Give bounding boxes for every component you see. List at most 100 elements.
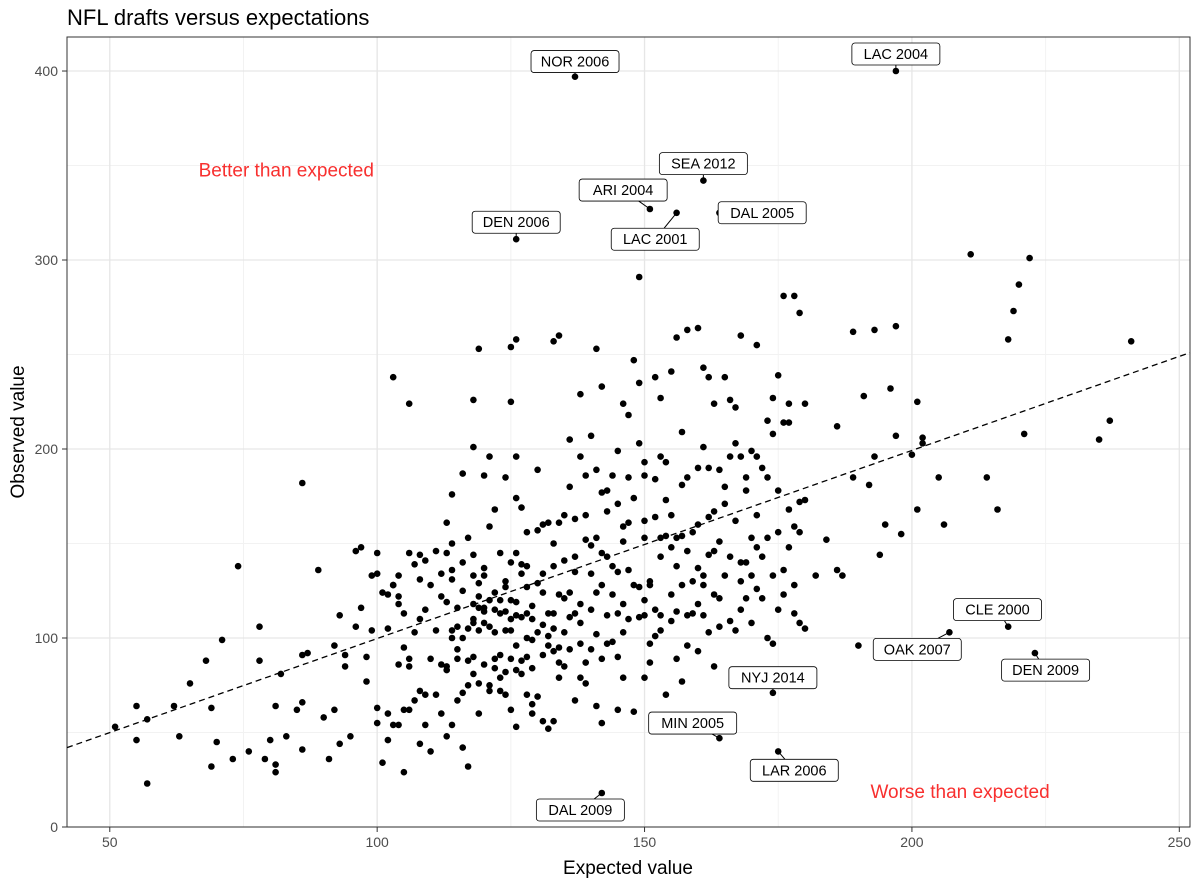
data-point	[475, 627, 483, 634]
data-point	[550, 610, 557, 617]
data-point	[218, 636, 226, 644]
data-point	[379, 759, 386, 766]
data-point	[272, 702, 279, 710]
data-point	[705, 629, 712, 636]
data-point	[619, 538, 627, 545]
data-point	[641, 458, 648, 466]
data-point	[780, 419, 787, 426]
data-point	[769, 430, 777, 438]
data-point	[336, 740, 344, 748]
data-point	[486, 453, 493, 460]
data-point	[486, 596, 493, 604]
data-point	[689, 610, 696, 617]
data-point	[427, 748, 434, 755]
data-point	[566, 436, 573, 443]
data-point	[721, 500, 729, 508]
data-point	[502, 608, 509, 615]
data-point	[416, 551, 424, 559]
data-point	[555, 591, 563, 598]
data-point	[758, 464, 766, 472]
data-point	[486, 523, 493, 530]
x-tick-label: 50	[102, 834, 118, 850]
data-point	[272, 768, 279, 776]
data-point	[133, 736, 140, 744]
data-point	[261, 755, 269, 763]
data-point	[143, 780, 151, 787]
data-point	[732, 517, 739, 525]
y-tick-label: 200	[35, 441, 59, 457]
data-point	[357, 604, 365, 612]
data-point	[801, 625, 809, 632]
data-point	[726, 553, 734, 560]
data-point	[400, 768, 408, 776]
data-point	[496, 610, 504, 617]
data-point	[673, 608, 680, 615]
label-text: LAC 2004	[864, 47, 929, 63]
data-point	[651, 513, 659, 521]
data-point	[320, 714, 328, 721]
data-point	[496, 687, 504, 695]
data-point	[742, 595, 750, 602]
data-point	[609, 562, 616, 570]
data-point	[400, 644, 408, 651]
x-axis-title: Expected value	[563, 858, 693, 879]
data-point	[411, 629, 418, 636]
data-point	[577, 619, 584, 627]
data-point	[753, 511, 761, 519]
data-point	[405, 400, 413, 408]
data-point	[785, 419, 793, 426]
x-tick-label: 150	[633, 834, 657, 850]
data-point	[512, 598, 520, 606]
data-point	[1026, 254, 1033, 262]
data-point	[716, 466, 723, 474]
data-point	[545, 610, 552, 617]
data-point	[438, 661, 445, 668]
data-point	[502, 691, 509, 698]
data-point	[646, 659, 654, 666]
grid-minor	[67, 37, 1190, 827]
data-point	[710, 508, 718, 515]
data-point	[373, 704, 381, 712]
data-point	[389, 373, 397, 381]
data-point	[528, 664, 536, 672]
data-point	[448, 540, 456, 547]
data-point	[341, 663, 349, 670]
data-point	[668, 544, 675, 551]
data-point	[630, 494, 638, 502]
data-point	[657, 453, 664, 460]
data-point	[764, 634, 771, 642]
data-point	[619, 523, 627, 530]
data-point	[753, 544, 761, 551]
data-point	[673, 562, 680, 570]
data-point	[742, 487, 750, 494]
data-point	[598, 719, 606, 727]
data-point	[550, 647, 557, 655]
data-point	[427, 655, 434, 663]
label-box	[610, 227, 700, 251]
data-point	[641, 674, 648, 681]
data-point	[684, 474, 691, 481]
data-point	[593, 534, 600, 542]
data-point	[603, 487, 611, 494]
data-point	[897, 530, 905, 538]
data-point	[657, 612, 664, 619]
data-point	[411, 697, 418, 704]
data-point	[582, 536, 589, 543]
label-connector	[777, 751, 786, 760]
data-point	[395, 661, 402, 668]
data-point	[502, 578, 509, 585]
data-point	[705, 373, 712, 381]
data-point	[486, 623, 493, 630]
data-point	[668, 511, 675, 519]
data-point	[582, 472, 589, 479]
data-point	[518, 570, 525, 577]
data-point	[245, 748, 253, 755]
data-point	[111, 723, 119, 731]
data-point	[325, 755, 333, 763]
data-point	[459, 559, 467, 566]
data-point	[496, 674, 504, 681]
data-point	[635, 379, 643, 387]
data-point	[881, 521, 889, 528]
data-point	[550, 338, 557, 345]
data-point	[630, 581, 638, 589]
